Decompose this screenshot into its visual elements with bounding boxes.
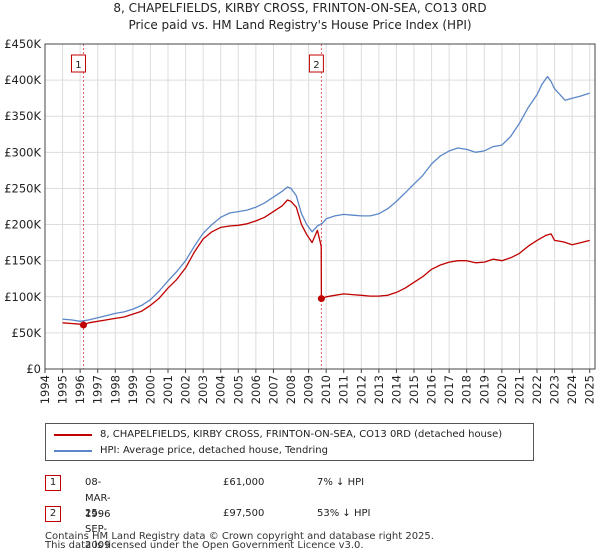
legend-label-hpi: HPI: Average price, detached house, Tend…: [100, 445, 328, 456]
y-tick-label: £50K: [12, 326, 42, 340]
x-tick-label: 2011: [337, 375, 351, 404]
legend-label-price: 8, CHAPELFIELDS, KIRBY CROSS, FRINTON-ON…: [100, 429, 503, 440]
footer-line2: This data is licensed under the Open Gov…: [45, 540, 364, 551]
x-tick-label: 2017: [442, 375, 456, 404]
x-tick-label: 2022: [530, 375, 544, 404]
event-label: 2: [313, 60, 319, 71]
transaction-hpi: 53% ↓ HPI: [317, 508, 371, 519]
y-axis-ticks: £0 £50K £100K £150K £200K £250K £300K £350K £400…: [4, 37, 41, 376]
x-tick-label: 2012: [354, 375, 368, 404]
x-tick-label: 2004: [214, 375, 228, 404]
chart-title-line1: 8, CHAPELFIELDS, KIRBY CROSS, FRINTON-ON…: [113, 1, 486, 15]
x-tick-label: 1994: [38, 375, 52, 404]
plot-frame: [44, 43, 596, 370]
series: [62, 75, 590, 326]
event-lines: [82, 44, 322, 369]
chart-title-line2: Price paid vs. HM Land Registry's House …: [128, 18, 471, 32]
event-point: [79, 321, 87, 329]
x-tick-label: 2002: [179, 375, 193, 404]
x-tick-label: 1997: [91, 375, 105, 404]
x-tick-label: 2013: [372, 375, 386, 404]
x-tick-label: 2018: [460, 375, 474, 404]
y-tick-label: £150K: [4, 254, 41, 268]
x-tick-label: 2016: [425, 375, 439, 404]
event-point: [317, 295, 325, 303]
transaction-badge: 1: [45, 475, 61, 491]
x-tick-label: 2003: [196, 375, 210, 404]
chart: 8, CHAPELFIELDS, KIRBY CROSS, FRINTON-ON…: [4, 1, 597, 404]
transaction-badge: 2: [45, 506, 61, 522]
x-tick-label: 2008: [284, 375, 298, 404]
y-tick-label: £250K: [4, 181, 41, 195]
x-tick-label: 2005: [231, 375, 245, 404]
series-line-hpi: [62, 75, 590, 322]
event-label: 1: [75, 60, 81, 71]
x-tick-label: 2001: [161, 375, 175, 404]
y-tick-label: £450K: [4, 37, 41, 51]
x-tick-label: 2007: [266, 375, 280, 404]
legend-swatch-hpi: [54, 450, 92, 452]
event-badge: [70, 54, 86, 73]
x-tick-label: 2000: [143, 375, 157, 404]
legend: 8, CHAPELFIELDS, KIRBY CROSS, FRINTON-ON…: [45, 423, 534, 461]
x-tick-label: 2024: [565, 375, 579, 404]
footer: Contains HM Land Registry data © Crown c…: [45, 531, 434, 551]
x-tick-label: 2020: [495, 375, 509, 404]
grid: [44, 43, 595, 370]
y-tick-label: £400K: [4, 73, 41, 87]
y-tick-label: £300K: [4, 145, 41, 159]
x-tick-label: 2015: [407, 375, 421, 404]
x-tick-label: 2019: [477, 375, 491, 404]
event-badge: [308, 54, 324, 73]
transaction-date: 08-MAR-1996: [85, 477, 111, 520]
y-tick-label: £100K: [4, 290, 41, 304]
legend-swatch-price: [54, 434, 92, 436]
x-tick-label: 1996: [73, 375, 87, 404]
x-tick-label: 2009: [302, 375, 316, 404]
x-tick-label: 1999: [126, 375, 140, 404]
transaction-hpi: 7% ↓ HPI: [317, 477, 365, 488]
x-tick-label: 2023: [548, 375, 562, 404]
footer-line1: Contains HM Land Registry data © Crown c…: [45, 531, 434, 542]
y-tick-label: £200K: [4, 218, 41, 232]
transaction-date: 25-SEP-2009: [85, 508, 111, 551]
x-tick-label: 2025: [583, 375, 597, 404]
y-tick-label: £350K: [4, 109, 41, 123]
y-tick-label: £0: [26, 362, 41, 376]
x-tick-label: 2006: [249, 375, 263, 404]
x-axis-ticks: 1994 1995 1996 1997 1998 1999 2000 2001 2002 2003…: [38, 369, 597, 404]
series-line-price: [62, 199, 590, 326]
transaction-price: £61,000: [223, 477, 265, 488]
x-tick-label: 2010: [319, 375, 333, 404]
x-tick-label: 2014: [389, 375, 403, 404]
x-tick-label: 2021: [512, 375, 526, 404]
x-tick-label: 1995: [56, 375, 70, 404]
x-tick-label: 1998: [108, 375, 122, 404]
transaction-price: £97,500: [223, 508, 265, 519]
